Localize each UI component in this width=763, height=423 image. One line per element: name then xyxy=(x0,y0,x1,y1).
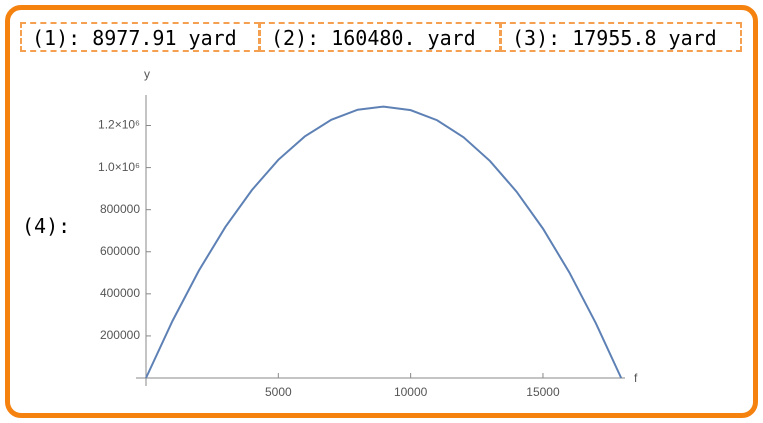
plot-label: (4): xyxy=(22,214,71,238)
y-tick-label: 200000 xyxy=(100,328,140,342)
y-tick-label: 600000 xyxy=(100,244,140,258)
output-cell: (1): 8977.91 yard xyxy=(20,22,260,52)
x-tick-label: 10000 xyxy=(394,385,428,399)
y-tick-label: 800000 xyxy=(100,202,140,216)
output-label: (3): xyxy=(512,26,561,50)
x-axis-label: f xyxy=(634,371,638,385)
x-tick-label: 5000 xyxy=(265,385,292,399)
x-tick-label: 15000 xyxy=(526,385,560,399)
y-tick-label: 1.0×10⁶ xyxy=(98,160,140,174)
y-tick-label: 1.2×10⁶ xyxy=(98,118,140,132)
line xyxy=(145,105,623,379)
y-tick-label: 400000 xyxy=(100,286,140,300)
output-value: 160480. yard xyxy=(331,26,476,50)
output-frame xyxy=(5,5,758,418)
output-value: 17955.8 yard xyxy=(572,26,717,50)
output-label: (1): xyxy=(32,26,81,50)
output-label: (2): xyxy=(271,26,320,50)
output-cell: (3): 17955.8 yard xyxy=(500,22,742,52)
y-axis-label: y xyxy=(144,67,150,81)
output-value: 8977.91 yard xyxy=(92,26,237,50)
output-cell: (2): 160480. yard xyxy=(259,22,501,52)
